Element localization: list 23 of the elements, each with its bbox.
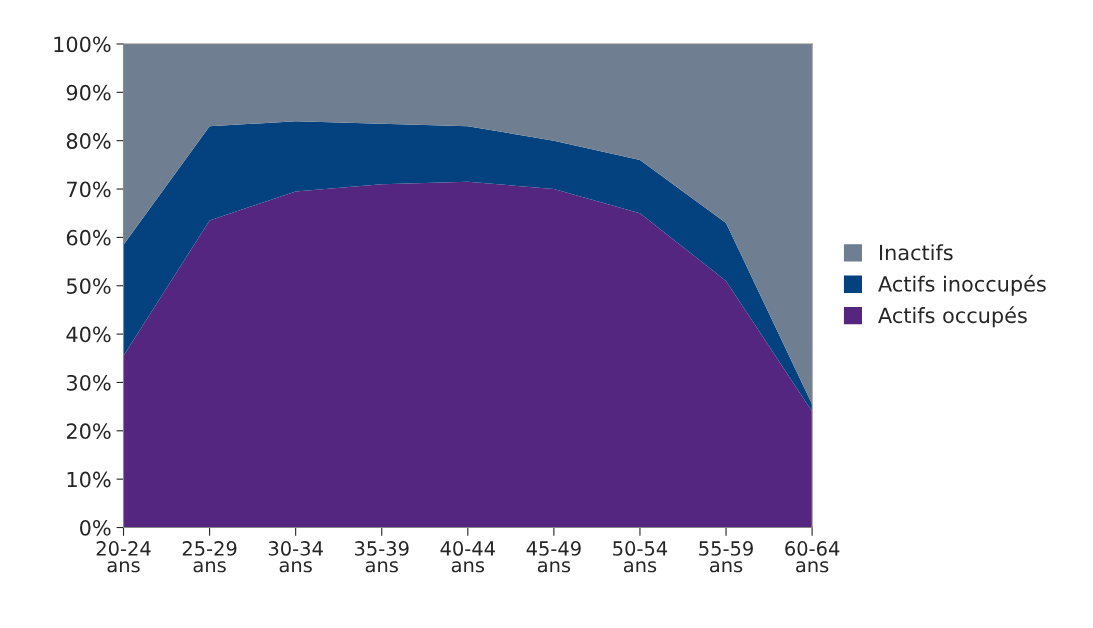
x-tick-label: 60-64 ans [785, 541, 840, 573]
y-tick-label: 80% [66, 133, 111, 149]
y-tick-label: 90% [66, 84, 111, 101]
x-tick-label: 40-44 ans [440, 541, 495, 573]
x-tick-label: 20-24 ans [96, 541, 151, 573]
legend-label: Inactifs [880, 244, 953, 261]
x-tick-label: 45-49 ans [526, 541, 581, 573]
x-tick-label: 25-29 ans [182, 541, 237, 573]
x-tick-label: 55-59 ans [699, 541, 753, 573]
x-tick-label: 50-54 ans [613, 541, 668, 573]
y-tick-label: 0% [80, 519, 111, 536]
y-tick-label: 100% [54, 36, 111, 53]
y-tick-label: 10% [67, 471, 111, 488]
y-tick-label: 40% [66, 326, 111, 343]
y-tick-label: 70% [67, 181, 111, 198]
legend-label: Actifs inoccupés [878, 274, 1046, 296]
y-tick-label: 30% [66, 374, 111, 391]
y-tick-label: 50% [67, 278, 111, 294]
x-tick-label: 35-39 ans [354, 541, 409, 573]
legend-label: Actifs occupés [878, 306, 1027, 328]
y-tick-label: 20% [66, 423, 111, 440]
x-tick-label: 30-34 ans [268, 541, 323, 573]
y-tick-label: 60% [66, 229, 111, 246]
